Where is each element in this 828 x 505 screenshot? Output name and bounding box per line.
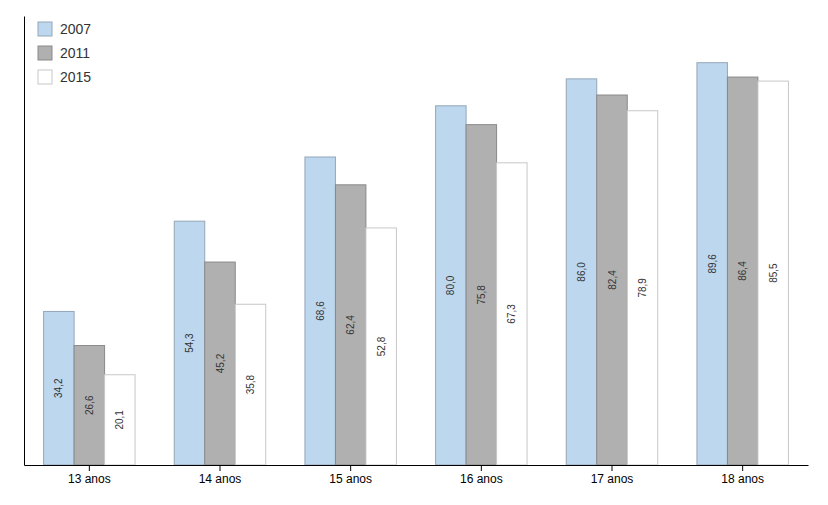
bar	[697, 63, 727, 465]
bar	[44, 311, 74, 465]
bar	[627, 111, 657, 465]
bar	[436, 106, 466, 465]
bars	[44, 63, 789, 465]
bar	[758, 81, 788, 465]
bar	[597, 95, 627, 465]
bar-series	[74, 77, 758, 465]
data-label: 26,6	[84, 395, 95, 415]
bar	[366, 228, 396, 465]
legend-label: 2011	[60, 45, 90, 61]
data-label: 80,0	[445, 275, 456, 295]
x-axis-line	[25, 465, 809, 466]
x-tick-label: 17 anos	[591, 472, 634, 486]
data-label: 54,3	[184, 333, 195, 353]
y-axis-line	[24, 17, 25, 466]
x-tick-mark	[350, 465, 351, 471]
data-label: 86,0	[576, 262, 587, 282]
chart: 13 anos 14 anos 15 anos 16 anos 17 anos 18 an…	[0, 0, 828, 505]
data-label: 78,9	[637, 278, 648, 298]
bar	[566, 79, 596, 465]
data-label: 45,2	[215, 353, 226, 373]
x-tick: 17 anos	[591, 465, 634, 486]
bar-series	[105, 81, 789, 465]
bar	[205, 262, 235, 465]
bar	[105, 375, 135, 465]
data-label: 89,6	[707, 254, 718, 274]
data-label: 86,4	[737, 261, 748, 281]
data-label: 52,8	[376, 336, 387, 356]
x-tick-mark	[612, 465, 613, 471]
x-tick-label: 13 anos	[68, 472, 111, 486]
data-labels: 34,2 54,3 68,6 80,0 86,0 89,6 26,6 45,2 62,4 75,8…	[53, 254, 778, 430]
x-tick-label: 16 anos	[460, 472, 503, 486]
legend-swatch	[38, 22, 52, 36]
data-label: 62,4	[345, 315, 356, 335]
x-axis: 13 anos 14 anos 15 anos 16 anos 17 anos 18 an…	[25, 465, 809, 486]
x-tick-label: 18 anos	[721, 472, 764, 486]
x-tick-mark	[220, 465, 221, 471]
bar	[466, 125, 496, 465]
legend-label: 2015	[60, 69, 91, 85]
legend-item: 2011	[38, 45, 90, 61]
x-tick-label: 14 anos	[199, 472, 242, 486]
x-tick-label: 15 anos	[329, 472, 372, 486]
legend-swatch	[38, 70, 52, 84]
legend-item: 2007	[38, 21, 91, 37]
plot: 13 anos 14 anos 15 anos 16 anos 17 anos 18 an…	[25, 17, 809, 486]
x-tick: 14 anos	[199, 465, 242, 486]
legend-swatch	[38, 46, 52, 60]
data-label: 68,6	[315, 301, 326, 321]
data-label: 82,4	[607, 270, 618, 290]
legend: 2007 2011 2015	[38, 21, 91, 85]
x-tick-mark	[742, 465, 743, 471]
x-tick: 16 anos	[460, 465, 503, 486]
data-label: 75,8	[476, 285, 487, 305]
data-label: 67,3	[506, 304, 517, 324]
bar	[174, 221, 204, 465]
legend-item: 2015	[38, 69, 91, 85]
bar	[235, 304, 265, 465]
bar	[727, 77, 757, 465]
bar-series	[44, 63, 728, 465]
data-label: 85,5	[768, 263, 779, 283]
x-tick: 15 anos	[329, 465, 372, 486]
bar	[335, 185, 365, 465]
bar	[74, 346, 104, 465]
data-label: 35,8	[245, 374, 256, 394]
y-axis	[24, 17, 25, 466]
data-label: 34,2	[53, 378, 64, 398]
legend-label: 2007	[60, 21, 91, 37]
data-label: 20,1	[114, 410, 125, 430]
x-tick-mark	[89, 465, 90, 471]
x-tick: 13 anos	[68, 465, 111, 486]
bar	[497, 163, 527, 465]
x-tick: 18 anos	[721, 465, 764, 486]
x-tick-mark	[481, 465, 482, 471]
bar	[305, 157, 335, 465]
